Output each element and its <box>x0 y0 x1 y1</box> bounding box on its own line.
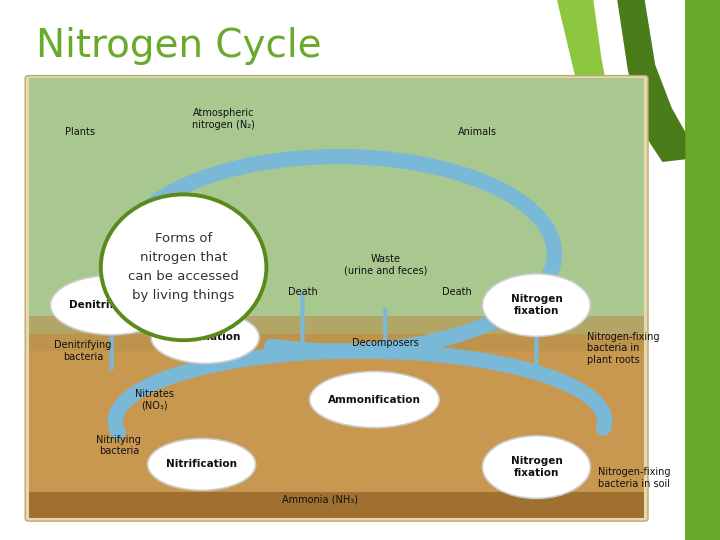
Text: Assimilation: Assimilation <box>169 333 241 342</box>
Ellipse shape <box>50 275 173 335</box>
Bar <box>29 334 644 518</box>
FancyBboxPatch shape <box>25 76 648 521</box>
Text: Nitrogen
fixation: Nitrogen fixation <box>510 456 562 478</box>
Ellipse shape <box>482 274 590 336</box>
Text: Nitrogen Cycle: Nitrogen Cycle <box>36 27 322 65</box>
Text: Nitrogen-fixing
bacteria in
plant roots: Nitrogen-fixing bacteria in plant roots <box>587 332 660 365</box>
Text: Plants: Plants <box>65 127 95 137</box>
Text: Ammonia (NH₃): Ammonia (NH₃) <box>282 495 359 504</box>
Polygon shape <box>616 0 685 162</box>
Ellipse shape <box>310 372 439 428</box>
Bar <box>29 492 644 518</box>
Ellipse shape <box>101 194 266 340</box>
Ellipse shape <box>148 438 256 490</box>
Text: Nitrogen
fixation: Nitrogen fixation <box>510 294 562 316</box>
Text: Animals: Animals <box>458 127 497 137</box>
Text: Nitrifying
bacteria: Nitrifying bacteria <box>96 435 141 456</box>
Text: Death: Death <box>287 287 318 296</box>
Text: Nitrogen-fixing
bacteria in soil: Nitrogen-fixing bacteria in soil <box>598 467 670 489</box>
Polygon shape <box>554 0 618 162</box>
Text: Decomposers: Decomposers <box>352 338 418 348</box>
Text: Waste
(urine and feces): Waste (urine and feces) <box>343 254 427 275</box>
Ellipse shape <box>482 436 590 498</box>
Text: Death: Death <box>442 287 472 296</box>
Text: Atmospheric
nitrogen (N₂): Atmospheric nitrogen (N₂) <box>192 108 255 130</box>
Bar <box>29 78 644 334</box>
Ellipse shape <box>151 312 259 363</box>
Text: Ammonification: Ammonification <box>328 395 420 404</box>
Text: Nitrification: Nitrification <box>166 460 237 469</box>
Text: Nitrates
(NO₃): Nitrates (NO₃) <box>135 389 174 410</box>
Text: Forms of
nitrogen that
can be accessed
by living things: Forms of nitrogen that can be accessed b… <box>128 232 239 302</box>
Bar <box>29 316 644 351</box>
Text: Denitrification: Denitrification <box>69 300 154 310</box>
Bar <box>685 0 720 540</box>
Text: Denitrifying
bacteria: Denitrifying bacteria <box>54 340 112 362</box>
